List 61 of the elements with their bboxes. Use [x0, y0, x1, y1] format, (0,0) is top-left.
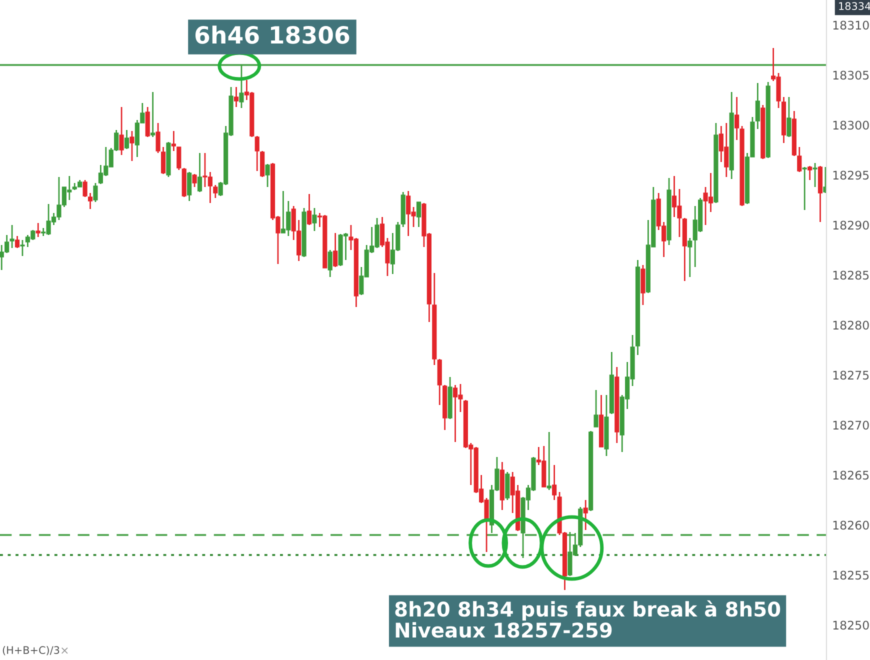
candlestick: [546, 431, 552, 491]
candlestick: [416, 201, 422, 228]
y-tick-label: 18290: [833, 220, 869, 230]
candlestick: [333, 232, 338, 268]
candlestick: [594, 389, 598, 428]
y-tick-label: 18265: [833, 470, 869, 480]
candlestick: [640, 264, 646, 306]
annotation: 8h20 8h34 puis faux break à 8h50 Niveaux 18257-259: [395, 600, 780, 638]
candlestick: [160, 146, 166, 175]
candlestick: [797, 146, 802, 173]
candlestick: [213, 184, 218, 199]
candlestick: [786, 96, 792, 138]
candlestick: [171, 130, 176, 152]
candlestick: [808, 165, 812, 181]
y-tick-label: 18250: [833, 620, 869, 630]
y-tick-label: 18285: [833, 270, 869, 280]
candlestick: [93, 182, 98, 203]
y-tick-label: 18305: [833, 70, 869, 80]
y-tick-label: 18270: [833, 420, 869, 430]
candlestick: [192, 173, 197, 188]
y-tick-label: 18310: [833, 20, 869, 30]
candlestick: [812, 162, 818, 188]
y-tick-label: 18260: [833, 520, 869, 530]
candlestick: [20, 239, 25, 257]
candlestick: [552, 464, 557, 501]
candlestick: [312, 207, 317, 232]
y-tick-label: 18275: [833, 370, 869, 380]
candlestick: [802, 166, 807, 211]
candlestick: [755, 82, 760, 130]
candlestick: [10, 224, 14, 249]
candlestick: [124, 129, 130, 150]
candlestick: [145, 106, 150, 138]
candlestick: [88, 192, 93, 210]
y-tick-label: 18300: [833, 120, 869, 130]
candlestick: [505, 471, 510, 501]
candlestick: [254, 135, 260, 172]
annotation: ×: [62, 647, 68, 654]
candlestick: [583, 499, 588, 531]
candlestick: [14, 235, 20, 249]
y-tick-label: 18280: [833, 320, 869, 330]
candlestick: [734, 96, 740, 141]
candlestick: [82, 179, 88, 198]
candlestick: [130, 130, 134, 162]
candlestick: [176, 146, 182, 171]
y-tick-label: 18295: [833, 170, 869, 180]
candlestick: [156, 122, 160, 154]
candlestick: [306, 193, 312, 226]
candlestick: [187, 171, 192, 202]
candlestick: [239, 64, 244, 109]
candlestick: [260, 150, 265, 178]
annotation: 6h46 18306: [195, 26, 350, 44]
candlestick: [150, 91, 156, 138]
candlestick: [197, 152, 202, 193]
candlestick: [688, 237, 692, 278]
annotation: (H+B+C)/3: [2, 646, 60, 656]
candlestick: [119, 106, 124, 156]
candlestick: [265, 163, 270, 188]
y-tick-label: 18255: [833, 570, 869, 580]
candlestick: [234, 86, 239, 108]
candlestick: [36, 222, 40, 238]
candlestick: [328, 249, 332, 278]
